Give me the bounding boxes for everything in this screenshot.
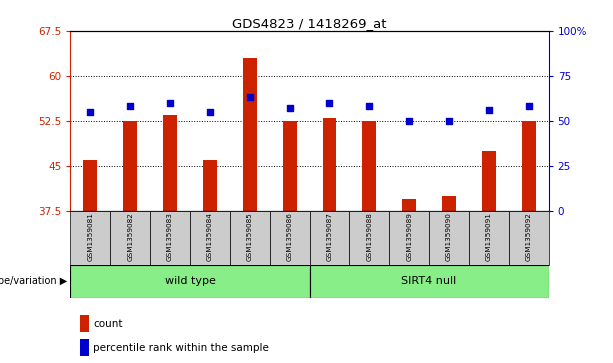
Bar [322,118,337,211]
Bar [70,211,110,265]
Bar [522,121,536,211]
Bar [310,211,349,265]
Bar [402,199,416,211]
Text: GSM1359090: GSM1359090 [446,212,452,261]
Bar [349,211,389,265]
Bar [469,211,509,265]
Text: GSM1359082: GSM1359082 [128,212,133,261]
Bar [83,160,97,211]
Title: GDS4823 / 1418269_at: GDS4823 / 1418269_at [232,17,387,30]
Point [325,100,335,106]
Text: count: count [93,319,123,329]
Bar [80,315,89,332]
Bar [389,211,429,265]
Point [125,103,135,109]
Point [444,118,454,123]
Bar [163,115,177,211]
Text: GSM1359085: GSM1359085 [247,212,253,261]
Bar [150,211,190,265]
Text: percentile rank within the sample: percentile rank within the sample [93,343,269,352]
Bar [80,339,89,356]
Bar [110,211,150,265]
Bar [190,211,230,265]
Point [405,118,414,123]
Bar [283,121,297,211]
Text: GSM1359087: GSM1359087 [327,212,332,261]
Bar [230,211,270,265]
Bar [429,211,469,265]
Text: genotype/variation ▶: genotype/variation ▶ [0,276,67,286]
Point [166,100,175,106]
Text: GSM1359088: GSM1359088 [367,212,372,261]
Bar [362,121,376,211]
Text: GSM1359092: GSM1359092 [526,212,531,261]
Text: GSM1359086: GSM1359086 [287,212,292,261]
Point [205,109,215,115]
Bar [310,265,549,298]
Bar [203,160,217,211]
Bar [482,151,496,211]
Point [364,103,374,109]
Bar [123,121,137,211]
Text: GSM1359089: GSM1359089 [406,212,412,261]
Bar [509,211,549,265]
Point [524,103,533,109]
Bar [442,196,456,211]
Text: GSM1359083: GSM1359083 [167,212,173,261]
Point [484,107,494,113]
Text: GSM1359091: GSM1359091 [486,212,492,261]
Bar [70,265,310,298]
Text: SIRT4 null: SIRT4 null [402,276,457,286]
Text: GSM1359081: GSM1359081 [88,212,93,261]
Text: wild type: wild type [165,276,215,286]
Bar [270,211,310,265]
Point [284,105,294,111]
Bar [243,58,257,211]
Point [245,94,255,100]
Point [86,109,96,115]
Text: GSM1359084: GSM1359084 [207,212,213,261]
